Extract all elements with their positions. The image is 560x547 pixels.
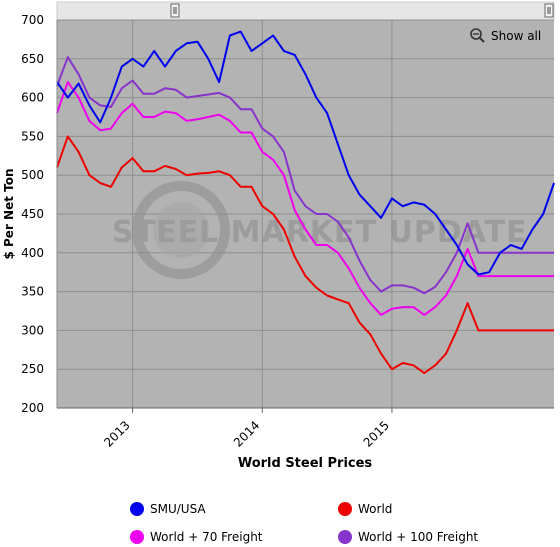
navigator-handle-left[interactable] [170, 3, 180, 18]
y-tick-label: 600 [21, 91, 44, 105]
x-tick-label: 2014 [231, 418, 262, 449]
series-line-smu-usa[interactable] [56, 30, 555, 276]
legend-item-world-70-freight[interactable]: World + 70 Freight [130, 530, 263, 544]
legend: SMU/USA World World + 70 Freight World + 10… [130, 502, 478, 544]
legend-label: SMU/USA [150, 502, 206, 516]
x-axis-ticks: 2013 2014 2015 [101, 408, 393, 450]
y-tick-label: 500 [21, 168, 44, 182]
navigator-handle-right[interactable] [544, 3, 554, 18]
legend-marker [130, 502, 144, 516]
y-tick-label: 650 [21, 52, 44, 66]
y-tick-label: 550 [21, 129, 44, 143]
show-all-button[interactable]: Show all [470, 28, 541, 43]
y-tick-label: 400 [21, 246, 44, 260]
legend-label: World [358, 502, 392, 516]
y-tick-label: 250 [21, 362, 44, 376]
x-axis-label: World Steel Prices [238, 456, 373, 471]
y-tick-label: 450 [21, 207, 44, 221]
legend-item-smu-usa[interactable]: SMU/USA [130, 502, 206, 516]
series-layer [56, 30, 555, 375]
y-tick-label: 300 [21, 323, 44, 337]
y-tick-label: 700 [21, 13, 44, 27]
legend-item-world-100-freight[interactable]: World + 100 Freight [338, 530, 478, 544]
y-tick-label: 350 [21, 285, 44, 299]
navigator-track[interactable] [56, 1, 555, 21]
x-tick-label: 2013 [101, 418, 132, 449]
series-line-world-100-freight[interactable] [56, 56, 554, 295]
show-all-label: Show all [491, 29, 541, 43]
legend-marker [338, 502, 352, 516]
zoom-out-icon [470, 28, 485, 43]
x-tick-label: 2015 [361, 418, 392, 449]
legend-item-world[interactable]: World [338, 502, 392, 516]
series-line-world-70-freight[interactable] [56, 81, 554, 316]
legend-marker [338, 530, 352, 544]
series-line-world[interactable] [56, 135, 554, 375]
y-tick-label: 200 [21, 401, 44, 415]
y-axis-label: $ Per Net Ton [2, 168, 16, 259]
legend-marker [130, 530, 144, 544]
y-axis-ticks: 200 250 300 350 400 450 500 550 600 650 700 [21, 13, 44, 415]
legend-label: World + 70 Freight [150, 530, 263, 544]
legend-label: World + 100 Freight [358, 530, 478, 544]
